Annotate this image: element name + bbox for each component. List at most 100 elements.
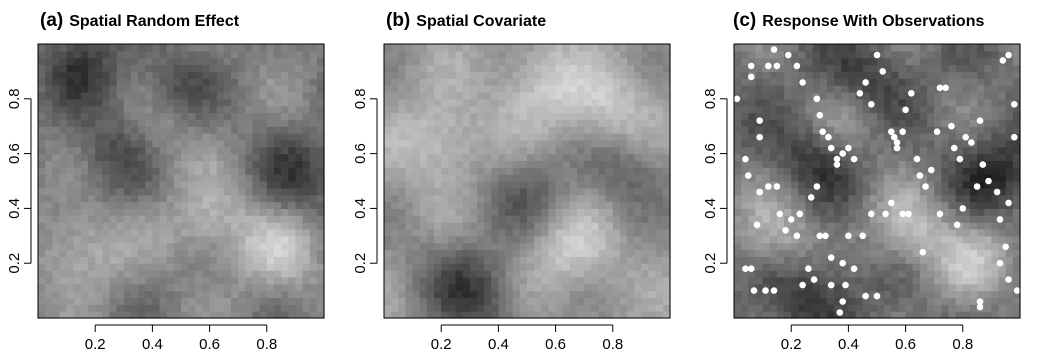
- panel-b-heatmap-cell: [419, 133, 428, 141]
- panel-a-heatmap-cell: [116, 249, 125, 257]
- panel-a-heatmap-cell: [159, 126, 168, 134]
- panel-a-heatmap-cell: [88, 270, 96, 278]
- panel-c-heatmap-cell: [905, 57, 914, 66]
- panel-c-heatmap-cell: [834, 256, 842, 264]
- panel-b-heatmap-cell: [441, 91, 449, 100]
- panel-c-heatmap-cell: [848, 256, 857, 264]
- panel-a-heatmap-cell: [166, 98, 175, 107]
- panel-c-heatmap-cell: [869, 181, 878, 189]
- panel-c-heatmap-cell: [798, 235, 807, 244]
- panel-b-heatmap-cell: [426, 98, 435, 107]
- panel-c-heatmap-cell: [919, 78, 928, 86]
- panel-a-heatmap-cell: [316, 119, 325, 127]
- panel-b-heatmap-cell: [505, 139, 514, 148]
- panel-c-heatmap-cell: [919, 263, 928, 271]
- panel-b-heatmap-cell: [562, 215, 571, 223]
- panel-b-heatmap-cell: [627, 270, 635, 278]
- panel-b-heatmap-cell: [634, 201, 642, 209]
- panel-b-heatmap-cell: [648, 139, 657, 148]
- panel-a-heatmap-cell: [109, 201, 118, 209]
- panel-b-heatmap-cell: [591, 119, 600, 127]
- panel-c-heatmap-cell: [748, 105, 757, 114]
- panel-a-heatmap-cell: [166, 222, 175, 230]
- panel-b-heatmap-cell: [605, 57, 614, 66]
- panel-b-heatmap-cell: [398, 85, 407, 93]
- panel-a-heatmap-cell: [116, 57, 125, 66]
- panel-c-heatmap-cell: [991, 242, 1000, 251]
- panel-c-heatmap-cell: [834, 263, 842, 271]
- panel-b-heatmap-cell: [648, 256, 657, 264]
- panel-c-heatmap-cell: [819, 112, 828, 120]
- panel-c-heatmap-cell: [927, 256, 935, 264]
- panel-a-heatmap-cell: [202, 290, 211, 299]
- panel-a-heatmap-cell: [281, 119, 289, 127]
- panel-b-heatmap-cell: [562, 242, 571, 251]
- panel-a-heatmap-cell: [188, 85, 196, 93]
- panel-c-heatmap-cell: [884, 139, 892, 148]
- panel-c-heatmap-cell: [798, 228, 807, 237]
- panel-a-heatmap-cell: [281, 283, 289, 292]
- panel-b-heatmap-cell: [527, 50, 535, 59]
- panel-b-heatmap-cell: [384, 126, 392, 134]
- panel-c-heatmap-cell: [755, 235, 764, 244]
- panel-c-heatmap-cell: [855, 167, 864, 175]
- panel-a-heatmap-cell: [231, 64, 239, 72]
- panel-b-heatmap-cell: [448, 242, 457, 251]
- panel-a-heatmap-cell: [102, 256, 111, 264]
- panel-c-observation-point: [882, 210, 889, 218]
- panel-b-heatmap-cell: [534, 119, 542, 127]
- panel-c-heatmap-cell: [912, 263, 921, 271]
- panel-a-heatmap-cell: [188, 208, 196, 216]
- panel-b-heatmap-cell: [512, 98, 521, 107]
- panel-c-heatmap-cell: [784, 153, 792, 162]
- panel-a-heatmap-cell: [188, 167, 196, 175]
- panel-a-heatmap-cell: [231, 270, 239, 278]
- panel-c-heatmap-cell: [819, 235, 828, 244]
- panel-b-heatmap-cell: [426, 228, 435, 237]
- panel-b-heatmap-cell: [627, 153, 635, 162]
- panel-b-heatmap-cell: [391, 167, 399, 175]
- panel-a-heatmap-cell: [302, 139, 311, 148]
- panel-a-heatmap-cell: [95, 85, 103, 93]
- panel-a-heatmap-cell: [266, 208, 275, 216]
- panel-b-heatmap-cell: [505, 160, 514, 168]
- panel-b-heatmap-cell: [591, 78, 600, 86]
- panel-c-heatmap-cell: [941, 119, 950, 127]
- panel-c-heatmap-cell: [819, 167, 828, 175]
- panel-c-heatmap-cell: [955, 139, 964, 148]
- panel-a-heatmap-cell: [95, 215, 103, 223]
- panel-a-heatmap-cell: [138, 270, 146, 278]
- panel-a-heatmap-cell: [181, 215, 189, 223]
- panel-a-heatmap-cell: [188, 105, 196, 114]
- panel-b-heatmap-cell: [491, 242, 499, 251]
- panel-c-heatmap-cell: [912, 201, 921, 209]
- panel-a-heatmap-cell: [45, 112, 53, 120]
- panel-c-heatmap-cell: [769, 249, 778, 257]
- panel-c-heatmap-cell: [791, 187, 799, 196]
- panel-c-heatmap-cell: [748, 208, 757, 216]
- panel-b-heatmap-cell: [434, 133, 442, 141]
- panel-a-heatmap-cell: [52, 64, 61, 72]
- panel-a-heatmap-cell: [188, 112, 196, 120]
- panel-a-heatmap-cell: [309, 235, 318, 244]
- panel-c-heatmap-cell: [855, 71, 864, 79]
- panel-c-heatmap-cell: [905, 222, 914, 230]
- panel-c-heatmap-cell: [991, 64, 1000, 72]
- panel-b-heatmap-cell: [469, 50, 478, 59]
- panel-c-heatmap-cell: [898, 78, 907, 86]
- panel-c-observation-point: [890, 133, 898, 141]
- panel-b-heatmap-cell: [484, 311, 492, 319]
- panel-c-heatmap-cell: [905, 283, 914, 292]
- panel-b-heatmap-cell: [534, 249, 542, 257]
- panel-a-heatmap-cell: [145, 215, 153, 223]
- panel-c-heatmap-cell: [877, 139, 885, 148]
- panel-a-heatmap-cell: [130, 85, 139, 93]
- panel-b-heatmap-cell: [648, 222, 657, 230]
- panel-a-heatmap-cell: [59, 78, 68, 86]
- panel-b-heatmap-cell: [419, 64, 428, 72]
- panel-c-heatmap-cell: [884, 228, 892, 237]
- panel-a-heatmap-cell: [88, 311, 96, 319]
- panel-a-heatmap-cell: [123, 146, 132, 155]
- panel-a-heatmap-cell: [252, 215, 261, 223]
- panel-a-heatmap-cell: [238, 187, 246, 196]
